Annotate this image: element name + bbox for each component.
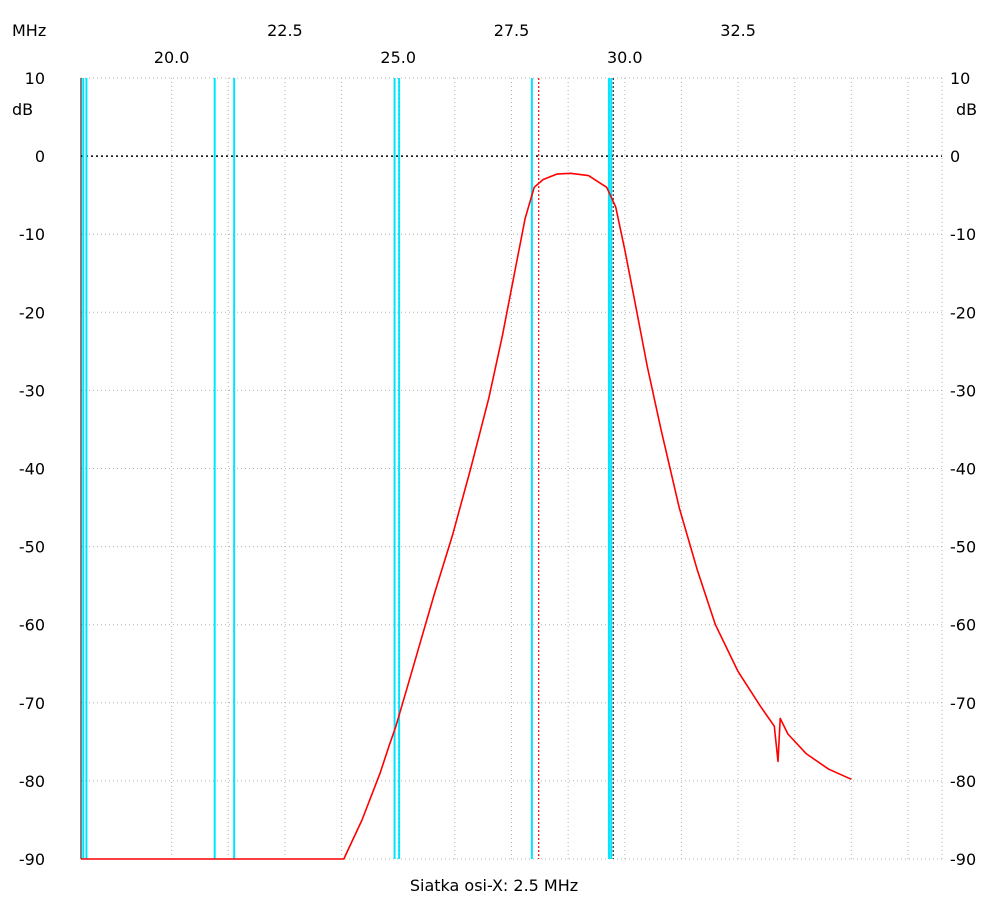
y-tick-label-right: 0 <box>950 147 960 166</box>
y-tick-label-left: -90 <box>19 850 45 869</box>
y-tick-label-right: -40 <box>950 460 976 479</box>
x-tick-label-lower: 30.0 <box>607 48 643 67</box>
y-tick-label-left: -80 <box>19 772 45 791</box>
y-tick-label-right: -90 <box>950 850 976 869</box>
x-tick-label-upper: 27.5 <box>494 21 530 40</box>
y-tick-label-right: 10 <box>950 69 970 88</box>
y-tick-label-right: -10 <box>950 225 976 244</box>
y-unit-label-left: dB <box>12 100 33 119</box>
x-unit-label: MHz <box>12 21 46 40</box>
y-tick-label-right: -70 <box>950 694 976 713</box>
series-line <box>81 172 852 860</box>
x-tick-label-upper: 32.5 <box>720 21 756 40</box>
y-tick-label-right: -30 <box>950 381 976 400</box>
y-tick-label-left: -30 <box>19 381 45 400</box>
x-tick-label-upper: 22.5 <box>267 21 303 40</box>
y-tick-label-left: 0 <box>35 147 45 166</box>
series-trace <box>81 172 852 860</box>
axis-labels: 22.5 27.5 32.5 20.0 25.0 30.0 MHz 10 10 0 0 -10 -10 -… <box>12 21 977 869</box>
x-tick-label-lower: 20.0 <box>154 48 190 67</box>
y-tick-label-left: 10 <box>25 69 45 88</box>
grid-lines <box>81 77 942 860</box>
y-tick-label-left: -60 <box>19 616 45 635</box>
y-tick-label-right: -60 <box>950 616 976 635</box>
y-tick-label-left: -70 <box>19 694 45 713</box>
y-tick-label-right: -20 <box>950 303 976 322</box>
y-tick-label-right: -80 <box>950 772 976 791</box>
x-tick-label-lower: 25.0 <box>380 48 416 67</box>
y-tick-label-left: -20 <box>19 303 45 322</box>
y-tick-label-left: -40 <box>19 460 45 479</box>
y-unit-label-right: dB <box>956 100 977 119</box>
y-tick-label-left: -10 <box>19 225 45 244</box>
y-tick-label-right: -50 <box>950 538 976 557</box>
y-tick-label-left: -50 <box>19 538 45 557</box>
x-grid-caption: Siatka osi-X: 2.5 MHz <box>409 876 579 895</box>
